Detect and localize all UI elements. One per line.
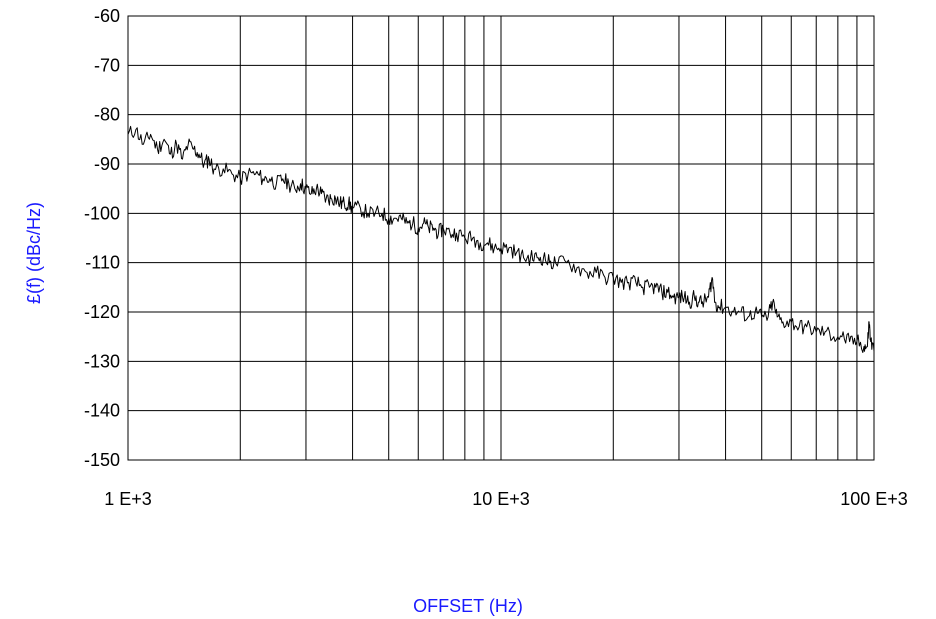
x-axis-title: OFFSET (Hz) <box>413 596 523 616</box>
y-tick-label: -60 <box>94 6 120 26</box>
y-tick-label: -100 <box>84 203 120 223</box>
y-tick-label: -70 <box>94 55 120 75</box>
x-tick-labels: 1 E+3 10 E+3 100 E+3 <box>104 489 908 509</box>
y-tick-label: -80 <box>94 105 120 125</box>
y-axis-title: £(f) (dBc/Hz) <box>24 202 44 304</box>
data-series <box>127 125 875 353</box>
y-tick-label: -150 <box>84 450 120 470</box>
x-tick-label: 1 E+3 <box>104 489 152 509</box>
y-tick-label: -130 <box>84 351 120 371</box>
x-tick-label: 100 E+3 <box>840 489 908 509</box>
x-tick-label: 10 E+3 <box>472 489 530 509</box>
y-tick-label: -140 <box>84 401 120 421</box>
y-tick-label: -110 <box>85 253 120 273</box>
y-tick-label: -90 <box>94 154 120 174</box>
plot-area-border <box>127 15 875 461</box>
grid-lines <box>128 15 874 461</box>
series-line <box>127 125 875 353</box>
y-tick-labels: -60 -70 -80 -90 -100 -110 -120 -130 -140 -150 <box>84 6 120 470</box>
y-tick-label: -120 <box>84 302 120 322</box>
